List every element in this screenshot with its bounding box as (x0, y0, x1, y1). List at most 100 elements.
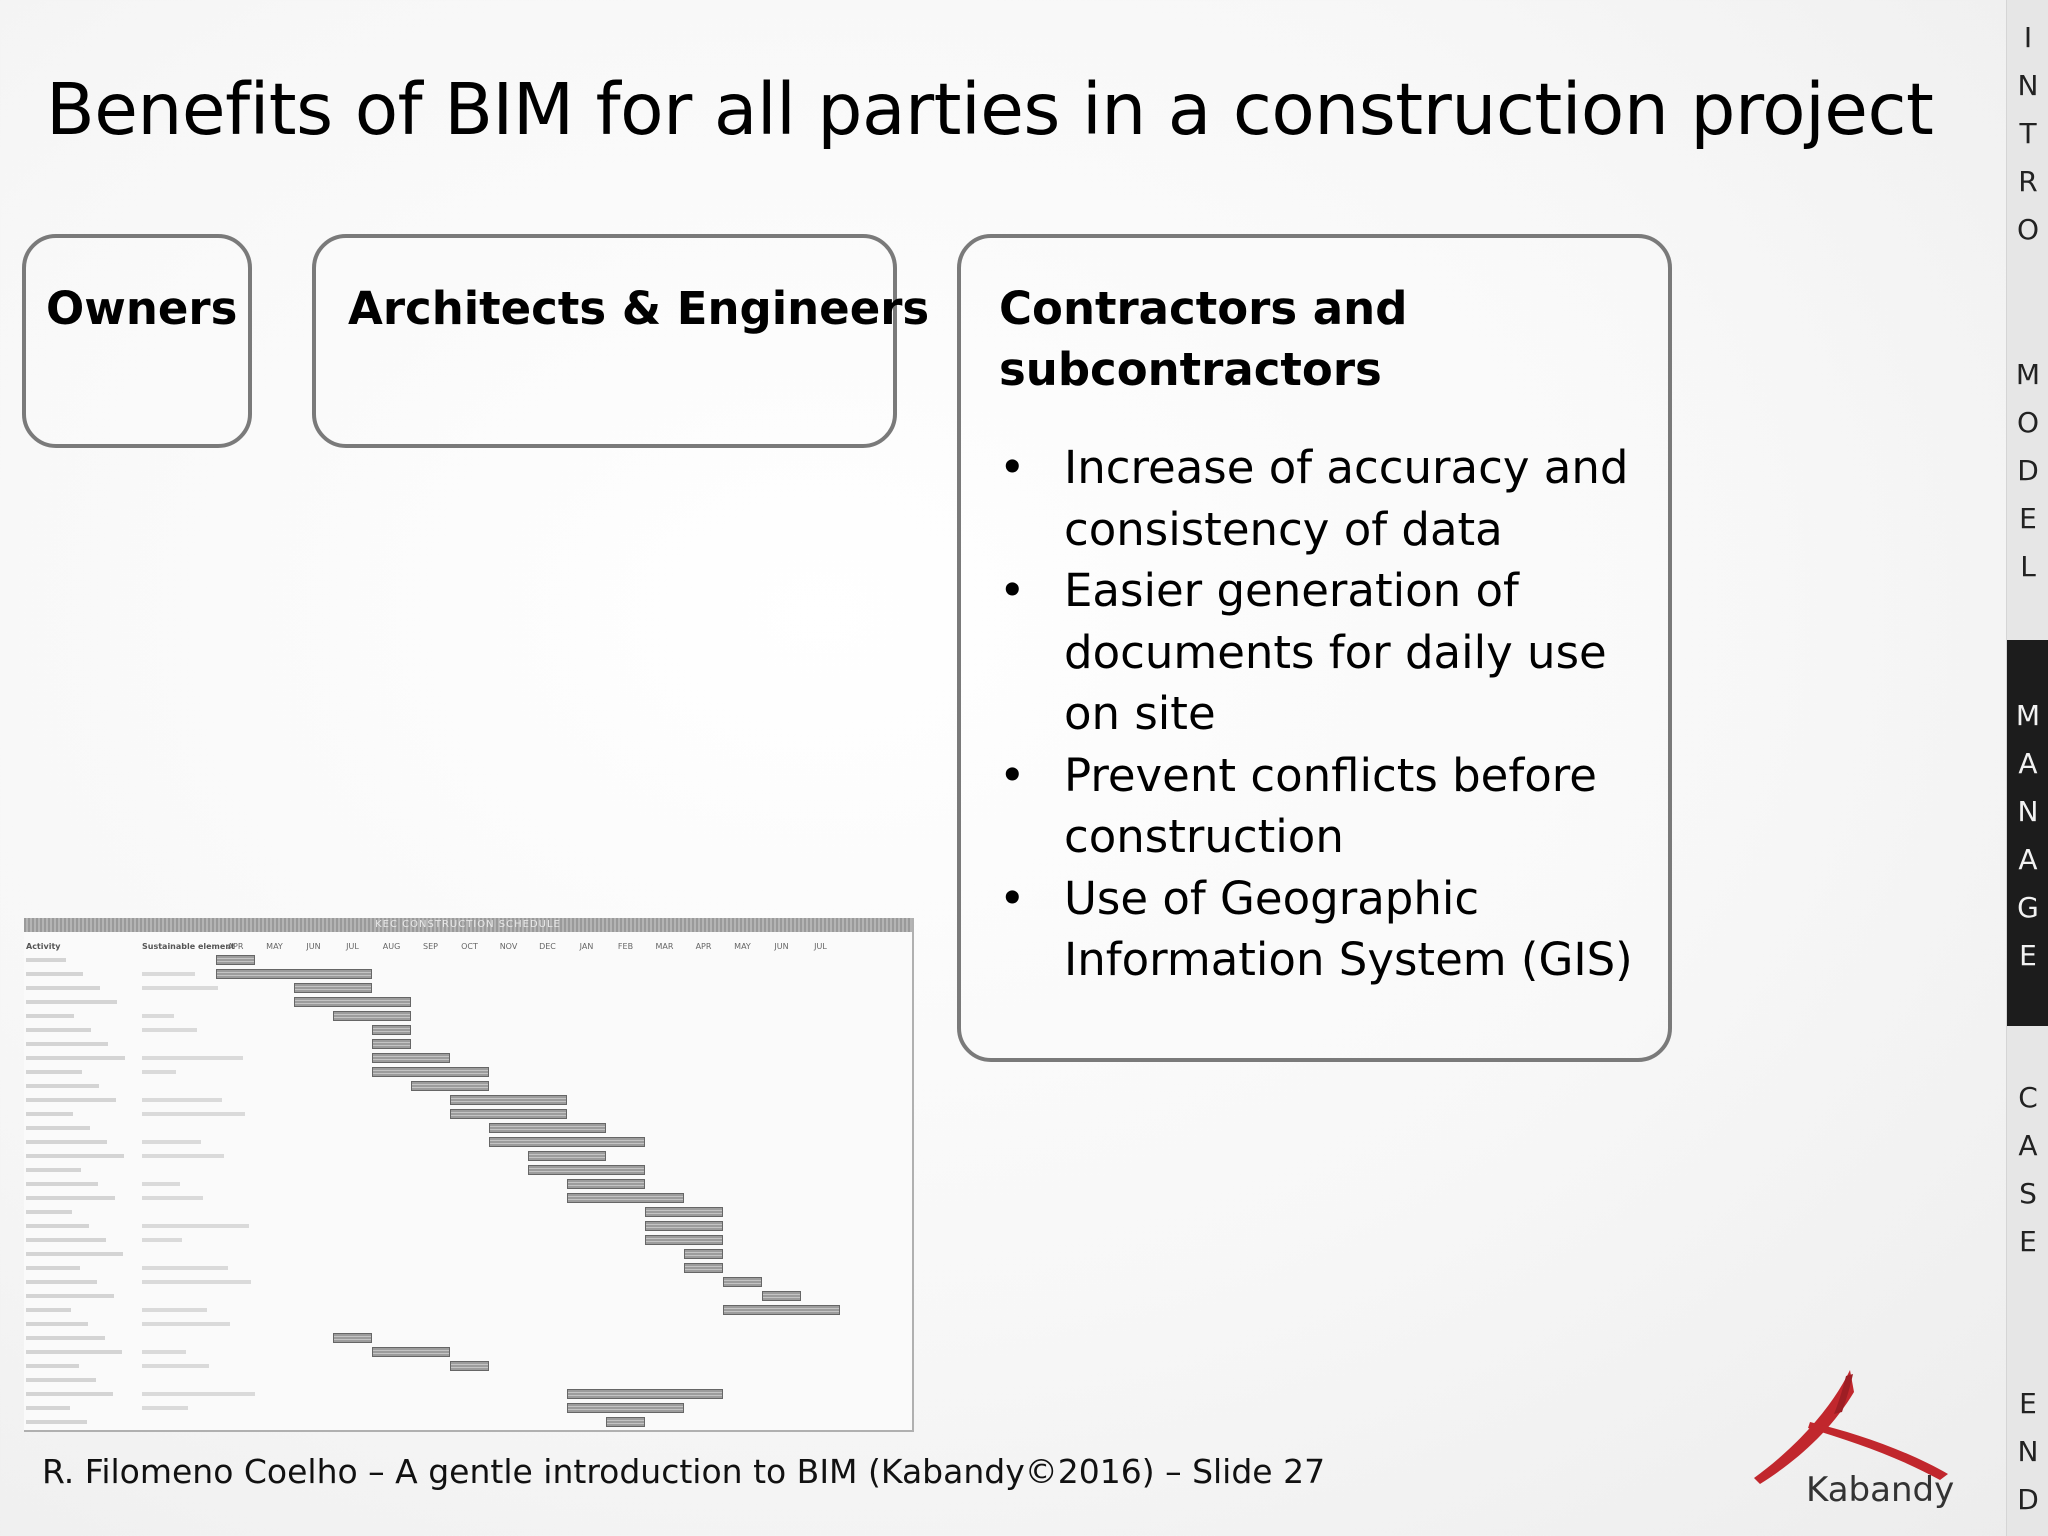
schedule-month-label: JUL (814, 942, 827, 951)
schedule-row-activity (26, 1252, 123, 1256)
schedule-row-sustainable (142, 1350, 186, 1354)
schedule-row-sustainable (142, 1308, 207, 1312)
schedule-row-activity (26, 1266, 80, 1270)
contractors-bullet-list: • Increase of accuracy and consistency of… (999, 437, 1639, 991)
nav-letter: I (2023, 21, 2033, 54)
schedule-month-label: DEC (539, 942, 556, 951)
schedule-row-activity (26, 958, 66, 962)
nav-letter: R (2018, 165, 2038, 198)
contractors-heading: Contractors and subcontractors (999, 282, 1408, 396)
bullet-item: • Easier generation of documents for dail… (999, 560, 1639, 745)
schedule-row-activity (26, 1196, 115, 1200)
logo-text: Kabandy (1806, 1470, 1955, 1510)
nav-letter: A (2018, 1129, 2038, 1162)
schedule-bar (450, 1109, 567, 1119)
schedule-row-sustainable (142, 1070, 176, 1074)
bullet-item: • Prevent conflicts before construction (999, 745, 1639, 868)
schedule-row-sustainable (142, 1280, 251, 1284)
kabandy-logo-icon (1754, 1370, 1948, 1484)
schedule-bar (567, 1179, 645, 1189)
schedule-row-activity (26, 1042, 108, 1046)
schedule-bar (606, 1417, 645, 1427)
schedule-row-sustainable (142, 1364, 209, 1368)
schedule-row-activity (26, 1070, 82, 1074)
schedule-month-label: NOV (499, 942, 518, 951)
owners-heading: Owners (46, 282, 238, 335)
schedule-row-activity (26, 1084, 99, 1088)
schedule-month-label: MAY (266, 942, 283, 951)
owners-box: Owners (22, 234, 252, 448)
nav-letter: G (2017, 891, 2039, 924)
schedule-row-sustainable (142, 1392, 255, 1396)
bullet-item: • Increase of accuracy and consistency of… (999, 437, 1639, 560)
nav-letter: T (2019, 117, 2037, 150)
schedule-bar (333, 1333, 372, 1343)
schedule-bar (684, 1263, 723, 1273)
schedule-row-activity (26, 972, 83, 976)
schedule-title: KEC CONSTRUCTION SCHEDULE (375, 919, 561, 930)
schedule-row-activity (26, 1392, 113, 1396)
schedule-bar (372, 1053, 450, 1063)
schedule-bar (216, 955, 255, 965)
construction-schedule-image: KEC CONSTRUCTION SCHEDULE Activity Susta… (24, 918, 914, 1432)
bullet-icon: • (999, 441, 1026, 494)
bullet-text: Easier generation of documents for daily… (1064, 564, 1607, 740)
schedule-row-activity (26, 1350, 122, 1354)
nav-letter: C (2018, 1081, 2038, 1114)
schedule-row-sustainable (142, 1028, 197, 1032)
schedule-month-label: AUG (382, 942, 401, 951)
nav-letter: E (2019, 502, 2037, 535)
schedule-bar (372, 1067, 489, 1077)
schedule-month-label: MAR (655, 942, 674, 951)
schedule-row-activity (26, 1140, 107, 1144)
schedule-bar (723, 1277, 762, 1287)
schedule-row-activity (26, 1154, 124, 1158)
slide-footer: R. Filomeno Coelho – A gentle introducti… (42, 1452, 1326, 1491)
schedule-row-sustainable (142, 1266, 228, 1270)
schedule-bar (567, 1193, 684, 1203)
schedule-bar (723, 1305, 840, 1315)
schedule-month-label: APR (695, 942, 712, 951)
schedule-month-label: JUL (346, 942, 359, 951)
schedule-row-activity (26, 1210, 72, 1214)
schedule-row-activity (26, 1028, 91, 1032)
schedule-row-activity (26, 1238, 106, 1242)
schedule-row-sustainable (142, 1014, 174, 1018)
schedule-row-sustainable (142, 1056, 243, 1060)
schedule-bar (567, 1403, 684, 1413)
schedule-bar (333, 1011, 411, 1021)
schedule-bar (411, 1081, 489, 1091)
nav-letter: A (2018, 843, 2038, 876)
schedule-bar (567, 1389, 723, 1399)
schedule-bar (606, 1431, 684, 1432)
schedule-row-sustainable (142, 1182, 180, 1186)
schedule-row-sustainable (142, 1098, 222, 1102)
bullet-text: Increase of accuracy and consistency of … (1064, 441, 1629, 556)
schedule-row-activity (26, 1308, 71, 1312)
schedule-bar (216, 969, 372, 979)
schedule-row-sustainable (142, 1112, 245, 1116)
nav-letter: N (2017, 795, 2039, 828)
nav-letter: M (2015, 358, 2041, 391)
schedule-bar (528, 1151, 606, 1161)
schedule-bar (294, 997, 411, 1007)
bullet-icon: • (999, 564, 1026, 617)
schedule-row-sustainable (142, 1406, 188, 1410)
schedule-row-activity (26, 1126, 90, 1130)
schedule-header-band (24, 918, 912, 932)
schedule-bar (528, 1165, 645, 1175)
schedule-month-label: OCT (461, 942, 478, 951)
schedule-month-label: JUN (306, 942, 321, 951)
schedule-row-activity (26, 1406, 70, 1410)
nav-letter: S (2019, 1177, 2037, 1210)
schedule-row-activity (26, 1168, 81, 1172)
schedule-row-activity (26, 1000, 117, 1004)
schedule-bar (645, 1235, 723, 1245)
nav-letter: L (2020, 550, 2036, 583)
